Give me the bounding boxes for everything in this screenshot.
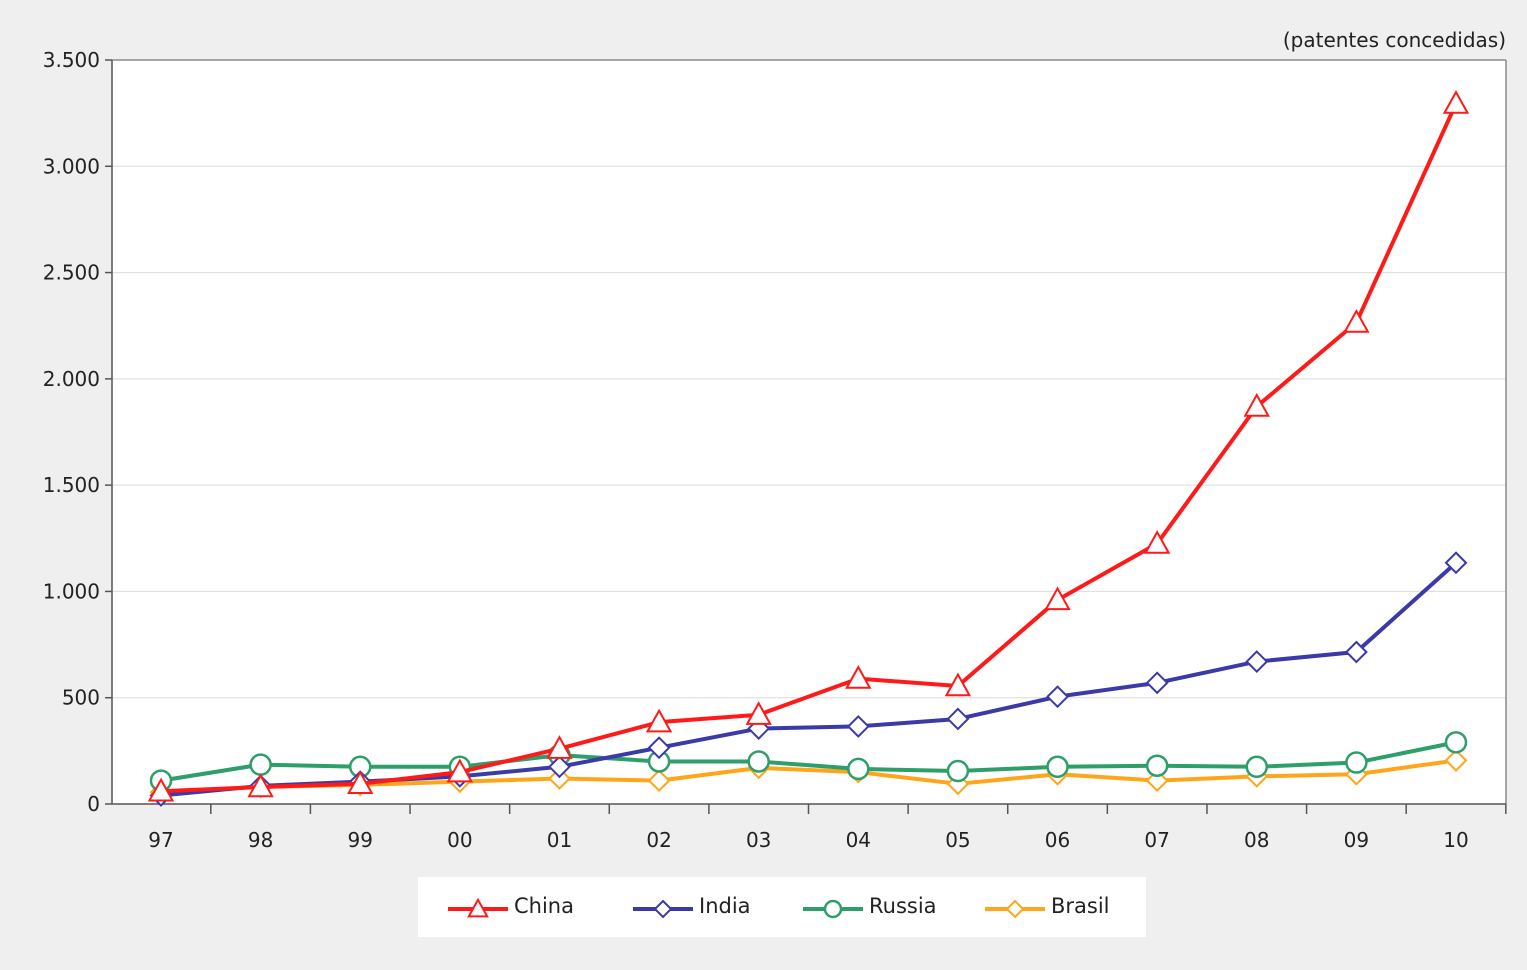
legend-label: China	[514, 894, 574, 918]
data-point-china	[247, 773, 274, 798]
data-point-india	[1245, 650, 1269, 673]
unit-label: (patentes concedidas)	[1283, 28, 1506, 52]
data-point-china	[1343, 308, 1370, 333]
legend-label: Brasil	[1051, 894, 1110, 918]
data-point-india	[946, 707, 970, 731]
data-point-india	[1046, 685, 1069, 709]
data-point-china	[1442, 90, 1470, 114]
legend-item-russia: Russia	[801, 891, 971, 923]
x-tick-label: 07	[1144, 828, 1169, 852]
x-tick-label: 08	[1244, 828, 1269, 852]
legend-label: India	[699, 894, 751, 918]
x-tick-label: 97	[148, 828, 173, 852]
data-point-china	[147, 777, 175, 802]
data-point-india	[1145, 671, 1169, 695]
legend-swatch-india	[633, 899, 693, 919]
data-point-brasil	[548, 767, 571, 790]
data-point-india	[548, 755, 571, 779]
plot-area	[112, 60, 1506, 804]
x-tick-label: 03	[746, 828, 771, 852]
data-point-china	[347, 770, 374, 795]
data-point-india	[1444, 551, 1468, 575]
x-tick-label: 04	[846, 828, 871, 852]
data-point-india	[1344, 640, 1368, 664]
data-point-russia	[847, 757, 870, 781]
data-point-india	[846, 714, 870, 738]
x-tick-label: 99	[348, 828, 373, 852]
x-tick-label: 00	[447, 828, 472, 852]
legend-marker-china	[467, 897, 489, 918]
legend-marker-india	[653, 899, 673, 919]
series-line-brasil	[160, 758, 1457, 795]
data-point-brasil	[647, 769, 671, 793]
data-point-china	[1243, 392, 1270, 417]
legend-marker-brasil	[1005, 899, 1025, 919]
data-point-china	[1143, 530, 1171, 554]
y-tick-label: 0	[87, 792, 100, 816]
legend-swatch-china	[448, 897, 508, 918]
legend-item-brasil: Brasil	[983, 891, 1153, 923]
x-tick-label: 98	[248, 828, 273, 852]
series-line-china	[160, 102, 1458, 794]
data-point-china	[645, 708, 673, 733]
x-tick-label: 06	[1045, 828, 1070, 852]
legend-swatch-russia	[803, 899, 863, 919]
legend-item-china: China	[446, 891, 616, 923]
data-point-brasil	[1444, 749, 1468, 772]
data-point-russia	[1245, 755, 1269, 779]
y-tick-label: 3.000	[43, 154, 100, 178]
data-point-china	[845, 665, 872, 689]
data-point-russia	[747, 750, 770, 773]
data-point-china	[944, 672, 972, 697]
x-tick-label: 10	[1443, 828, 1468, 852]
data-point-russia	[1444, 731, 1468, 754]
data-point-india	[647, 736, 671, 760]
y-tick-label: 500	[62, 686, 100, 710]
x-tick-label: 02	[646, 828, 671, 852]
x-tick-label: 05	[945, 828, 970, 852]
data-point-china	[745, 701, 772, 725]
series-line-russia	[160, 740, 1457, 783]
data-point-china	[446, 758, 474, 783]
legend-label: Russia	[869, 894, 937, 918]
data-point-russia	[1046, 755, 1069, 779]
x-tick-label: 01	[547, 828, 572, 852]
data-point-russia	[249, 753, 272, 776]
data-point-russia	[946, 759, 970, 783]
data-point-russia	[1345, 751, 1368, 774]
y-tick-label: 2.500	[43, 261, 100, 285]
legend-item-india: India	[631, 891, 801, 923]
y-tick-label: 3.500	[43, 48, 100, 72]
y-tick-label: 1.000	[43, 579, 100, 603]
data-point-china	[546, 735, 573, 759]
legend-marker-russia	[823, 899, 843, 919]
y-tick-label: 1.500	[43, 473, 100, 497]
data-point-china	[1044, 586, 1071, 611]
legend-swatch-brasil	[985, 899, 1045, 919]
data-point-russia	[1145, 754, 1169, 777]
legend: China India Russia Brasil	[418, 877, 1146, 937]
x-tick-label: 09	[1344, 828, 1369, 852]
y-tick-label: 2.000	[43, 367, 100, 391]
